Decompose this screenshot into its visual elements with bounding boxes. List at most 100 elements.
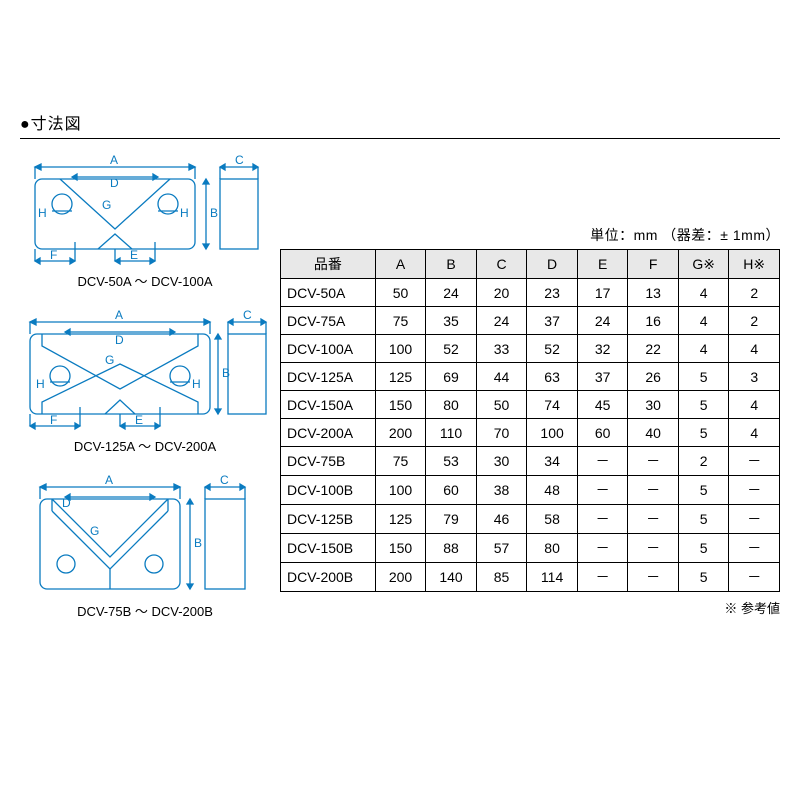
value-cell: 80 — [527, 534, 578, 563]
value-cell: 30 — [628, 391, 679, 419]
value-cell: 200 — [375, 419, 426, 447]
value-cell: 53 — [426, 447, 477, 476]
dim-letter: C — [220, 473, 229, 487]
value-cell: 75 — [375, 307, 426, 335]
value-cell: 50 — [375, 279, 426, 307]
model-cell: DCV-150A — [281, 391, 376, 419]
value-cell: 75 — [375, 447, 426, 476]
value-cell: 79 — [426, 505, 477, 534]
value-cell: 150 — [375, 534, 426, 563]
value-cell: 5 — [678, 534, 729, 563]
value-cell: 5 — [678, 363, 729, 391]
value-cell: 140 — [426, 563, 477, 592]
value-cell: 2 — [729, 307, 780, 335]
dim-letter: H — [180, 206, 189, 220]
value-cell: 5 — [678, 505, 729, 534]
value-cell: 22 — [628, 335, 679, 363]
value-cell: 37 — [527, 307, 578, 335]
dim-letter: D — [62, 496, 71, 510]
value-cell: 50 — [476, 391, 527, 419]
dim-letter: F — [50, 248, 57, 262]
value-cell: 100 — [527, 419, 578, 447]
value-cell: 63 — [527, 363, 578, 391]
value-cell: 5 — [678, 419, 729, 447]
value-cell: 4 — [729, 419, 780, 447]
dim-letter: E — [130, 248, 138, 262]
diagram-b-svg: A D C B G H H F E — [20, 304, 270, 434]
value-cell: 48 — [527, 476, 578, 505]
model-cell: DCV-50A — [281, 279, 376, 307]
value-cell: 4 — [678, 279, 729, 307]
dim-letter: E — [135, 413, 143, 427]
table-row: DCV-150A150805074453054 — [281, 391, 780, 419]
model-cell: DCV-200A — [281, 419, 376, 447]
dimension-table: 品番ABCDEFG※H※ DCV-50A50242023171342DCV-75… — [280, 249, 780, 592]
diagram-a-svg: A D C B G H H F E — [20, 149, 270, 269]
value-cell: 2 — [729, 279, 780, 307]
diagram-a-caption: DCV-50A ～ DCV-100A — [20, 271, 270, 290]
value-cell: 30 — [476, 447, 527, 476]
value-cell: 35 — [426, 307, 477, 335]
value-cell: 40 — [628, 419, 679, 447]
value-cell: 200 — [375, 563, 426, 592]
dim-letter: H — [192, 377, 201, 391]
dim-letter: G — [105, 353, 114, 367]
section-title: ●寸法図 — [20, 110, 780, 134]
dim-letter: B — [210, 206, 218, 220]
page-root: ●寸法図 — [20, 110, 780, 634]
value-cell: 24 — [476, 307, 527, 335]
value-cell: － — [729, 534, 780, 563]
value-cell: 125 — [375, 363, 426, 391]
table-header-row: 品番ABCDEFG※H※ — [281, 250, 780, 279]
table-header-cell: D — [527, 250, 578, 279]
value-cell: 4 — [678, 307, 729, 335]
table-header-cell: G※ — [678, 250, 729, 279]
diagram-c-svg: A D C B G — [20, 469, 270, 599]
value-cell: 110 — [426, 419, 477, 447]
value-cell: 26 — [628, 363, 679, 391]
table-header-cell: B — [426, 250, 477, 279]
value-cell: 80 — [426, 391, 477, 419]
table-row: DCV-150B150885780－－5－ — [281, 534, 780, 563]
value-cell: 100 — [375, 335, 426, 363]
value-cell: － — [628, 476, 679, 505]
value-cell: 23 — [527, 279, 578, 307]
value-cell: 125 — [375, 505, 426, 534]
table-header-cell: E — [577, 250, 628, 279]
table-header-cell: H※ — [729, 250, 780, 279]
dim-letter: G — [102, 198, 111, 212]
table-header-cell: 品番 — [281, 250, 376, 279]
value-cell: 60 — [577, 419, 628, 447]
model-cell: DCV-100B — [281, 476, 376, 505]
value-cell: 69 — [426, 363, 477, 391]
unit-label: 単位：mm （器差：± 1mm） — [280, 225, 780, 245]
dim-letter: F — [50, 413, 57, 427]
value-cell: 52 — [426, 335, 477, 363]
table-row: DCV-100B100603848－－5－ — [281, 476, 780, 505]
value-cell: 37 — [577, 363, 628, 391]
value-cell: － — [729, 505, 780, 534]
table-row: DCV-100A100523352322244 — [281, 335, 780, 363]
value-cell: 2 — [678, 447, 729, 476]
dim-letter: A — [115, 308, 123, 322]
value-cell: 57 — [476, 534, 527, 563]
dim-letter: C — [235, 153, 244, 167]
table-header-cell: F — [628, 250, 679, 279]
value-cell: 45 — [577, 391, 628, 419]
diagram-b: A D C B G H H F E DCV-125A ～ DCV-200A — [20, 304, 270, 455]
value-cell: 46 — [476, 505, 527, 534]
table-row: DCV-200B20014085114－－5－ — [281, 563, 780, 592]
value-cell: 38 — [476, 476, 527, 505]
model-cell: DCV-75B — [281, 447, 376, 476]
model-cell: DCV-200B — [281, 563, 376, 592]
value-cell: 13 — [628, 279, 679, 307]
value-cell: 60 — [426, 476, 477, 505]
value-cell: － — [577, 534, 628, 563]
dim-letter: D — [115, 333, 124, 347]
model-cell: DCV-125A — [281, 363, 376, 391]
dim-letter: C — [243, 308, 252, 322]
table-row: DCV-125A125694463372653 — [281, 363, 780, 391]
table-row: DCV-75B75533034－－2－ — [281, 447, 780, 476]
diagram-c-caption: DCV-75B ～ DCV-200B — [20, 601, 270, 620]
value-cell: 4 — [729, 391, 780, 419]
